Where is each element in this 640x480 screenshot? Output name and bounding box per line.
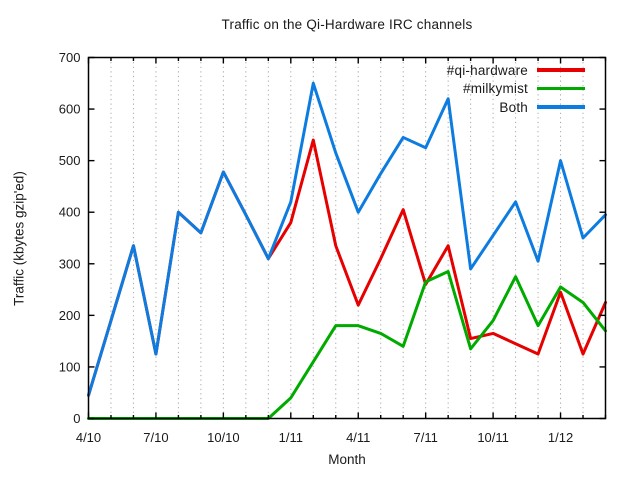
x-tick-label: 7/11 — [414, 430, 438, 445]
legend-label-qi-hardware: #qi-hardware — [446, 62, 528, 78]
y-tick-label: 200 — [59, 308, 81, 323]
x-tick-label: 7/10 — [143, 430, 168, 445]
legend-line-sample-both — [537, 105, 585, 109]
x-tick-label: 1/12 — [548, 430, 573, 445]
x-tick-label: 4/10 — [76, 430, 101, 445]
legend-row-both: Both — [499, 98, 585, 116]
x-tick-label: 10/10 — [207, 430, 240, 445]
y-tick-label: 400 — [59, 205, 81, 220]
series-line-Both — [87, 81, 607, 397]
y-tick-label: 600 — [59, 102, 81, 117]
y-axis-label: Traffic (kbytes gzip'ed) — [11, 171, 27, 306]
y-tick-label: 500 — [59, 153, 81, 168]
legend-line-sample-qi-hardware — [537, 68, 585, 72]
legend-label-both: Both — [499, 99, 528, 115]
legend-label-milkymist: #milkymist — [463, 81, 528, 96]
x-axis-label: Month — [328, 452, 366, 467]
y-tick-label: 700 — [59, 50, 81, 65]
x-tick-label: 1/11 — [279, 430, 303, 445]
y-tick-label: 300 — [59, 256, 81, 271]
legend-row-qi-hardware: #qi-hardware — [447, 61, 585, 79]
x-tick-label: 4/11 — [346, 430, 370, 445]
legend-line-sample-milkymist — [537, 86, 585, 91]
chart-title: Traffic on the Qi-Hardware IRC channels — [221, 17, 473, 32]
y-tick-label: 0 — [73, 411, 80, 426]
series-line-qi-hardware — [87, 138, 607, 397]
plot-border — [87, 56, 607, 420]
legend-row-milkymist: #milkymist — [463, 80, 585, 98]
y-tick-label: 100 — [59, 359, 81, 374]
x-tick-label: 10/11 — [477, 430, 509, 445]
